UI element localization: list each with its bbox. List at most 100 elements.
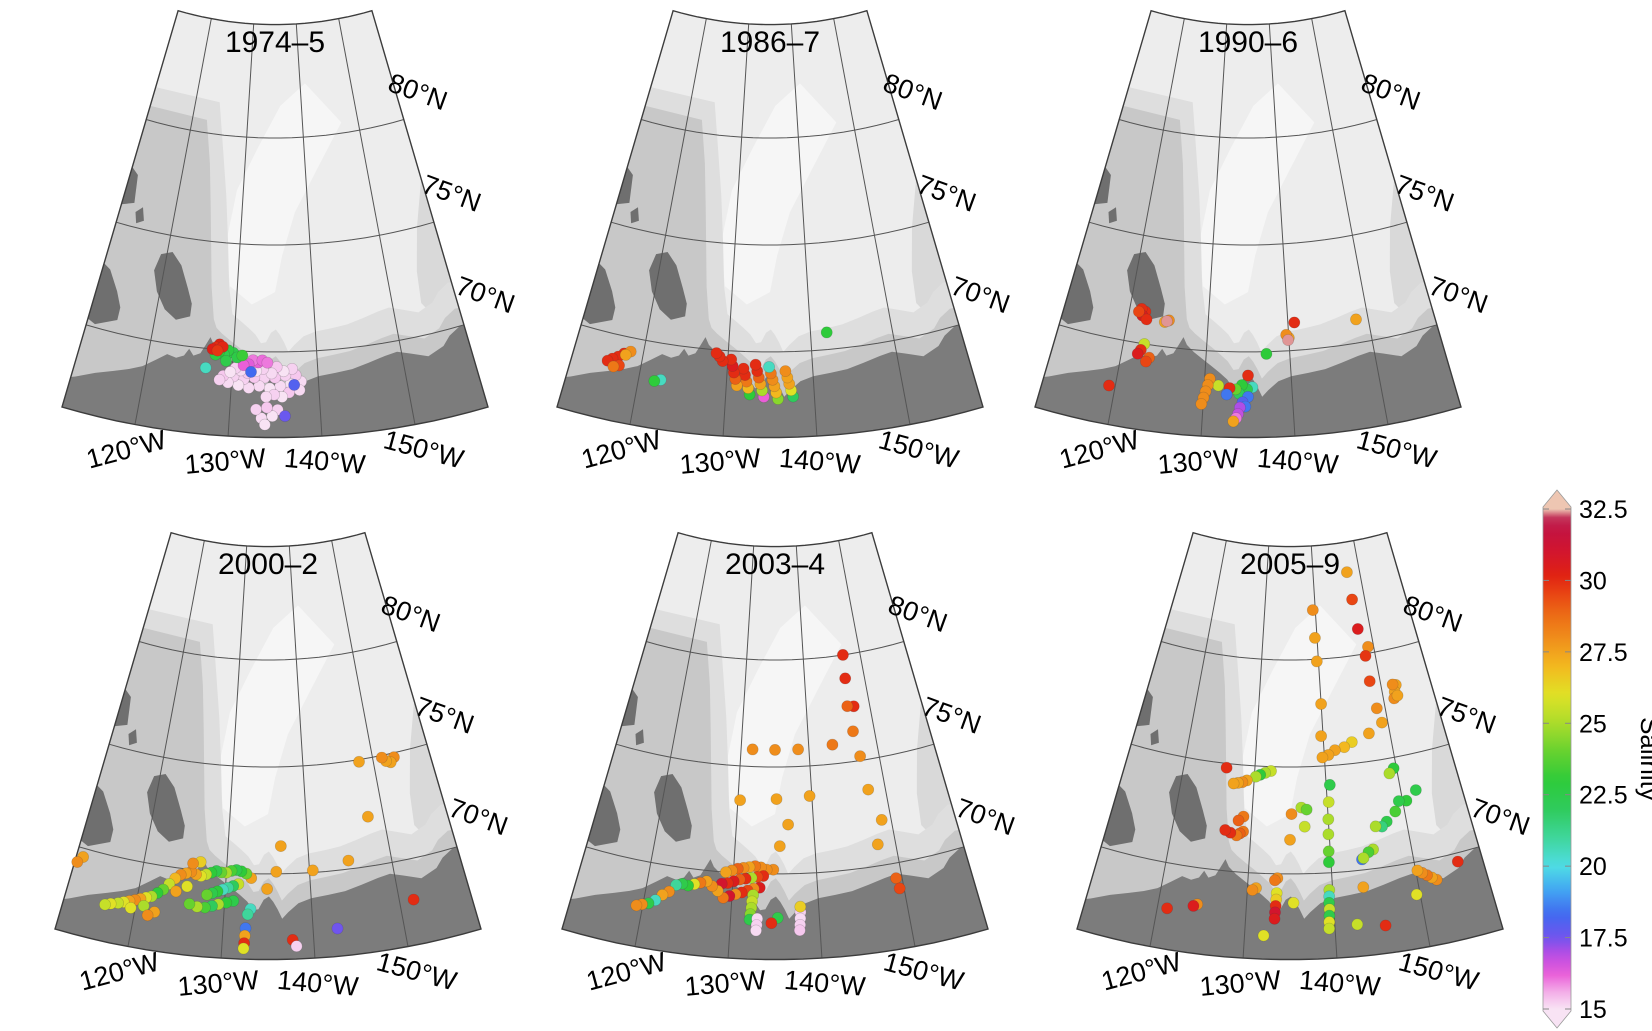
lat-label: 70°N: [1467, 793, 1534, 842]
colorbar: 32.5 30 27.5 25 22.5 20 17.5 15 Salinity: [1542, 489, 1652, 1029]
panel-title: 2005–9: [1240, 548, 1340, 581]
data-point: [1386, 678, 1399, 691]
data-point: [1350, 313, 1362, 326]
data-point: [1392, 795, 1405, 807]
data-point: [1160, 315, 1173, 328]
data-point: [803, 790, 816, 802]
lon-label: 130°W: [183, 443, 267, 480]
data-point: [1298, 820, 1311, 833]
data-point: [270, 865, 283, 878]
data-point: [1288, 316, 1301, 329]
data-point: [1268, 874, 1281, 887]
data-point: [1300, 803, 1313, 816]
data-point: [124, 901, 137, 914]
data-point: [1340, 566, 1353, 579]
data-point: [1195, 398, 1208, 410]
data-point: [266, 410, 279, 423]
panel-title: 2003–4: [725, 548, 825, 581]
data-point: [1282, 334, 1294, 346]
data-point: [820, 326, 833, 339]
data-point: [1346, 593, 1358, 606]
data-point: [1139, 355, 1152, 368]
lon-label: 150°W: [381, 424, 468, 474]
land-island: [654, 774, 692, 842]
data-point: [1357, 852, 1370, 864]
data-point: [826, 738, 839, 751]
data-point: [1260, 347, 1273, 360]
data-point: [1232, 814, 1245, 827]
data-point: [1308, 632, 1321, 644]
data-point: [331, 922, 344, 935]
lon-label: 120°W: [83, 424, 170, 474]
data-point: [648, 375, 661, 387]
map-border: [561, 531, 989, 961]
data-point: [1451, 855, 1464, 868]
data-points: [601, 326, 833, 405]
data-point: [261, 883, 273, 895]
data-point: [1285, 808, 1298, 820]
data-point: [260, 390, 272, 403]
data-point: [746, 743, 759, 756]
data-point: [1131, 347, 1144, 360]
land-island: [635, 729, 644, 746]
data-point: [1323, 922, 1336, 935]
data-point: [1227, 415, 1240, 428]
data-point: [220, 354, 232, 367]
data-point: [1362, 727, 1375, 740]
panel-title: 1986–7: [720, 26, 820, 59]
data-points: [1103, 302, 1362, 428]
data-point: [1227, 777, 1240, 790]
data-point: [236, 349, 249, 362]
data-point: [1351, 918, 1364, 931]
land-island: [1150, 729, 1159, 746]
land-island: [1169, 774, 1207, 842]
lon-label: 120°W: [1098, 946, 1185, 996]
data-point: [1315, 698, 1327, 710]
data-point: [769, 743, 781, 756]
lon-label: 140°W: [1256, 443, 1340, 480]
data-point: [1220, 388, 1233, 401]
data-point: [1375, 716, 1388, 729]
data-point: [1257, 929, 1270, 942]
data-point: [224, 366, 237, 378]
lon-label: 150°W: [1354, 424, 1441, 474]
map-border: [1034, 9, 1462, 439]
data-point: [779, 365, 792, 377]
data-point: [99, 898, 111, 911]
data-point: [353, 755, 365, 768]
colorbar-tick-label: 30: [1579, 567, 1607, 595]
data-point: [211, 344, 224, 357]
data-point: [794, 900, 807, 913]
land-island: [128, 729, 137, 746]
data-point: [792, 743, 804, 756]
map-border: [61, 9, 489, 439]
data-point: [1389, 805, 1402, 818]
data-point: [793, 924, 806, 937]
data-point: [854, 750, 866, 763]
data-point: [1161, 902, 1173, 915]
data-point: [288, 378, 301, 391]
data-point: [1359, 649, 1372, 662]
lat-label: 70°N: [952, 793, 1019, 842]
data-points: [1161, 566, 1464, 942]
data-point: [836, 648, 849, 661]
data-point: [260, 401, 273, 414]
colorbar-tick-label: 15: [1579, 996, 1607, 1024]
data-point: [763, 361, 775, 373]
data-point: [1370, 702, 1383, 715]
data-point: [875, 813, 888, 826]
graticule: [78, 540, 458, 959]
data-point: [893, 882, 906, 895]
data-point: [619, 348, 632, 361]
lon-label: 140°W: [1298, 965, 1382, 1002]
data-point: [279, 410, 291, 422]
data-point: [258, 418, 271, 431]
lon-label: 130°W: [176, 965, 260, 1002]
data-point: [750, 924, 762, 937]
data-point: [199, 361, 212, 374]
data-point: [183, 897, 196, 910]
land-island: [135, 207, 144, 224]
